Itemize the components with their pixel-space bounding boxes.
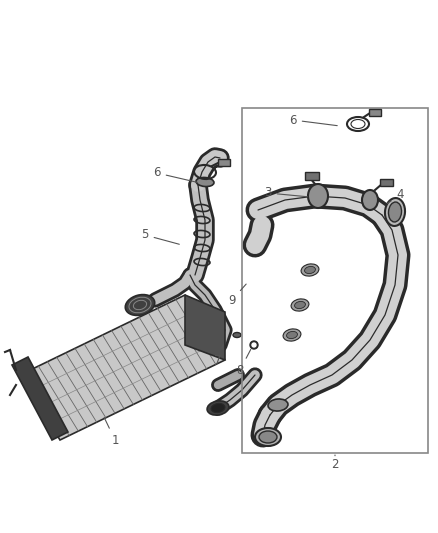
Text: 7: 7 <box>214 345 223 367</box>
Ellipse shape <box>259 431 277 443</box>
Polygon shape <box>185 295 225 360</box>
Circle shape <box>250 341 258 349</box>
Polygon shape <box>20 295 225 440</box>
Text: 4: 4 <box>387 189 404 204</box>
Ellipse shape <box>233 333 241 337</box>
Bar <box>218 159 230 166</box>
Ellipse shape <box>125 295 155 316</box>
Ellipse shape <box>207 401 229 415</box>
Ellipse shape <box>196 177 214 187</box>
Ellipse shape <box>255 428 281 446</box>
Bar <box>369 109 381 116</box>
Text: 1: 1 <box>104 417 119 447</box>
Ellipse shape <box>385 198 405 226</box>
Text: 2: 2 <box>331 455 339 472</box>
Text: 6: 6 <box>153 166 197 182</box>
Circle shape <box>252 343 256 347</box>
Text: 9: 9 <box>228 284 246 306</box>
Ellipse shape <box>308 184 328 208</box>
Text: 8: 8 <box>237 350 251 376</box>
Bar <box>305 172 319 180</box>
Ellipse shape <box>362 190 378 210</box>
Ellipse shape <box>304 266 315 273</box>
Text: 5: 5 <box>141 229 179 244</box>
Ellipse shape <box>268 399 288 411</box>
Ellipse shape <box>301 264 319 276</box>
Ellipse shape <box>294 302 305 309</box>
Bar <box>242 108 428 453</box>
Ellipse shape <box>286 332 297 338</box>
Text: 6: 6 <box>289 114 337 126</box>
Ellipse shape <box>283 329 301 341</box>
Text: 3: 3 <box>264 187 307 199</box>
Ellipse shape <box>389 202 402 222</box>
Bar <box>380 179 393 186</box>
Polygon shape <box>12 357 68 440</box>
Ellipse shape <box>211 403 225 413</box>
Ellipse shape <box>291 299 309 311</box>
